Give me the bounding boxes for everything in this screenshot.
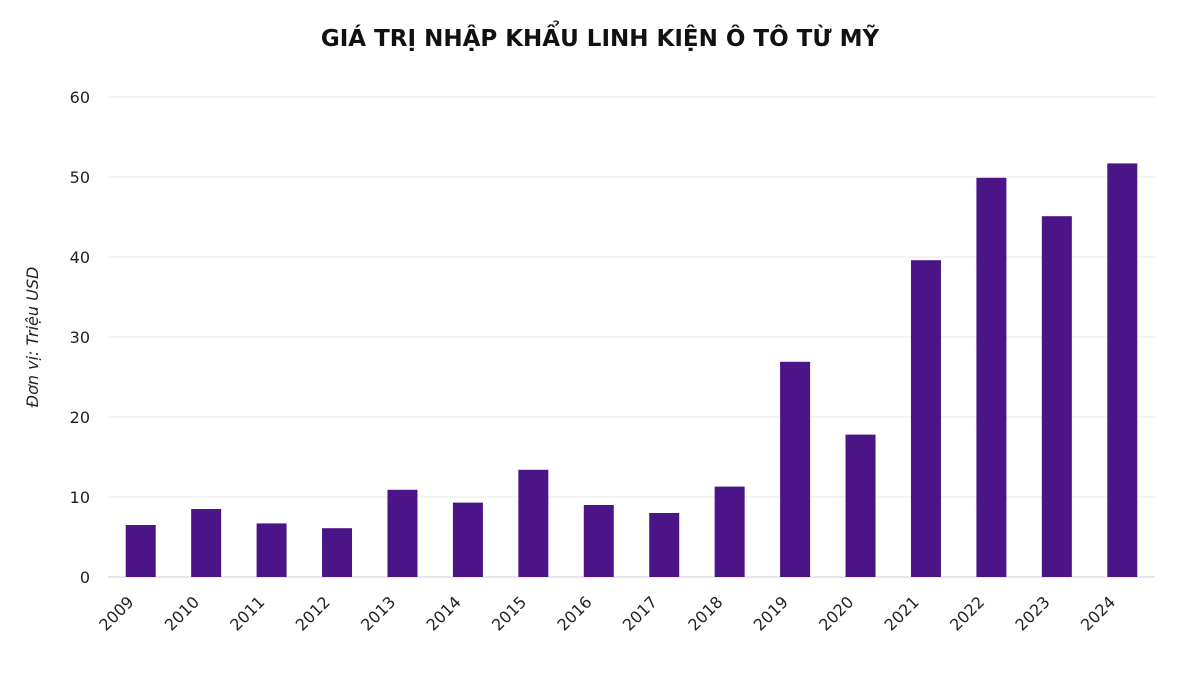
bars	[125, 163, 1138, 578]
x-tick-label: 2015	[488, 592, 530, 634]
y-tick-label: 60	[70, 88, 90, 107]
x-tick-label: 2016	[553, 592, 595, 634]
y-tick-label: 30	[70, 328, 90, 347]
bar	[583, 505, 614, 577]
x-axis-ticks: 2009 2010 2011 2012 2013 2014 2015 2016 2017 2018…	[95, 592, 1119, 634]
bar	[191, 509, 222, 577]
x-tick-label: 2020	[815, 592, 857, 634]
x-tick-label: 2011	[226, 592, 268, 634]
x-tick-label: 2023	[1011, 592, 1053, 634]
y-axis-ticks: 0 10 20 30 40 50 60	[70, 88, 90, 587]
x-tick-label: 2010	[161, 592, 203, 634]
x-tick-label: 2009	[95, 592, 137, 634]
x-tick-label: 2013	[357, 592, 399, 634]
bar	[322, 528, 353, 577]
y-tick-label: 0	[80, 568, 90, 587]
x-tick-label: 2021	[881, 592, 923, 634]
x-tick-label: 2018	[684, 592, 726, 634]
bar	[976, 177, 1007, 578]
x-tick-label: 2012	[292, 592, 334, 634]
bar	[910, 260, 941, 577]
x-tick-label: 2022	[946, 592, 988, 634]
bar	[518, 469, 549, 577]
bar	[125, 525, 156, 577]
y-tick-label: 40	[70, 248, 90, 267]
gridlines	[108, 96, 1155, 578]
bar	[1041, 216, 1072, 577]
bar	[845, 434, 876, 577]
y-axis-label: Đơn vị: Triệu USD	[23, 267, 42, 408]
bar	[256, 523, 287, 577]
bar	[714, 486, 745, 577]
bar	[649, 513, 680, 577]
x-tick-label: 2019	[750, 592, 792, 634]
bar	[452, 502, 483, 577]
x-tick-label: 2017	[619, 592, 661, 634]
bar	[780, 361, 811, 577]
y-tick-label: 20	[70, 408, 90, 427]
bar	[387, 489, 418, 577]
x-tick-label: 2014	[423, 592, 465, 634]
x-tick-label: 2024	[1077, 592, 1119, 634]
y-tick-label: 50	[70, 168, 90, 187]
y-tick-label: 10	[70, 488, 90, 507]
bar	[1107, 163, 1138, 577]
chart-title: GIÁ TRỊ NHẬP KHẨU LINH KIỆN Ô TÔ TỪ MỸ	[321, 21, 880, 52]
